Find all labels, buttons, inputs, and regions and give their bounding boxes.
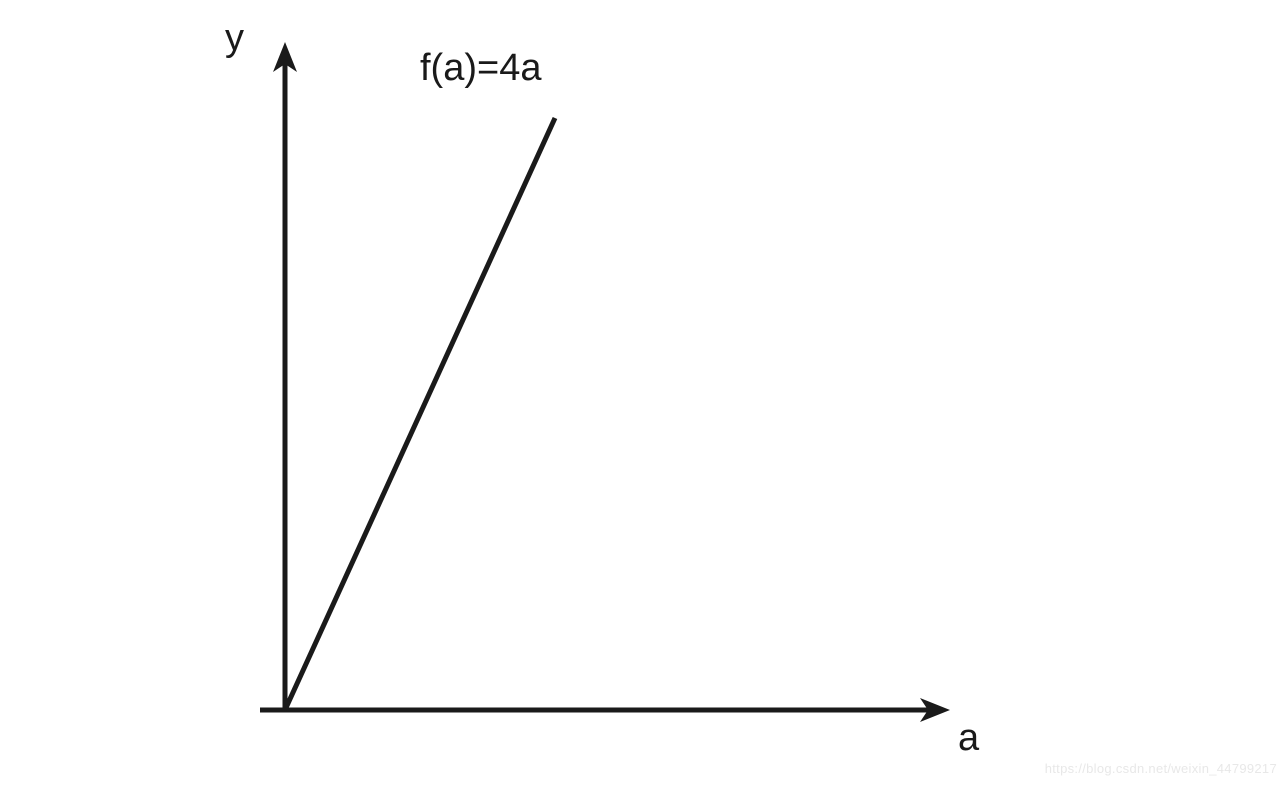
y-axis-label: y	[225, 17, 244, 59]
watermark-text: https://blog.csdn.net/weixin_44799217	[1045, 761, 1277, 776]
linear-function-chart: y a f(a)=4a	[0, 0, 1285, 784]
chart-svg: y a f(a)=4a	[0, 0, 1285, 784]
function-label: f(a)=4a	[420, 47, 542, 89]
x-axis-label: a	[958, 717, 980, 759]
function-line	[285, 118, 555, 710]
